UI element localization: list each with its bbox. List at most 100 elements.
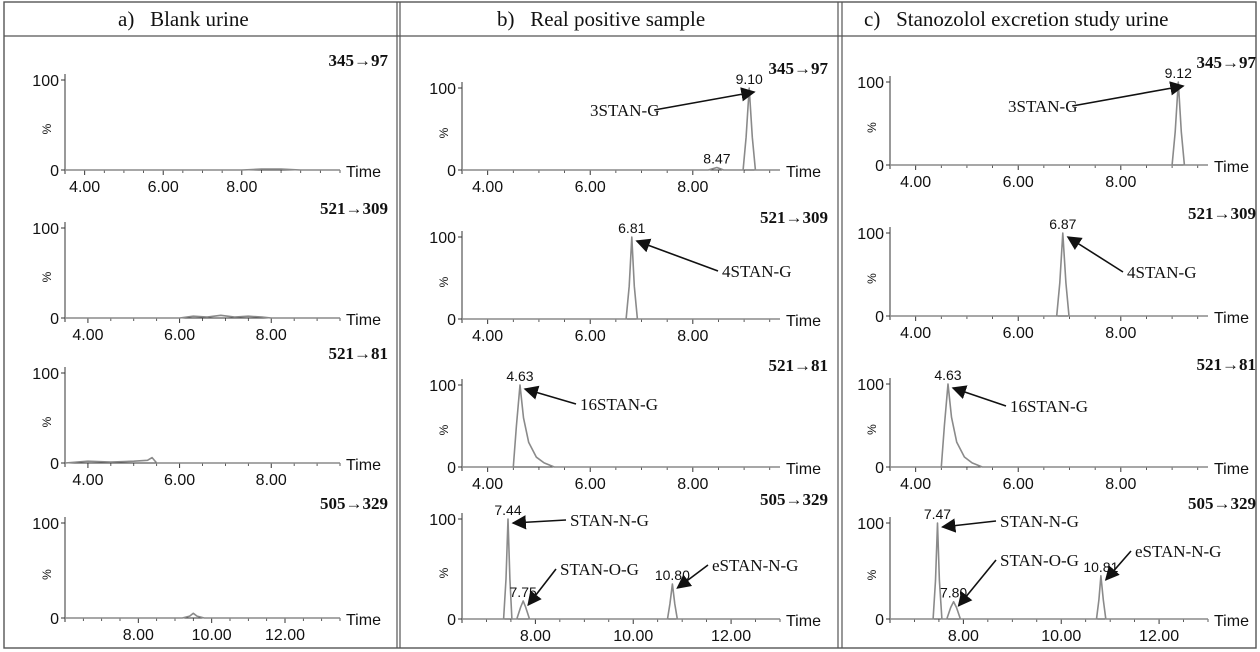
panel-c1-compound-label: 3STAN-G (1008, 97, 1077, 116)
panel-a3-x-tick-label: 6.00 (164, 472, 195, 489)
panel-a2-x-tick-label: 6.00 (164, 327, 195, 344)
panel-a4-transition-label: 505→329 (320, 494, 388, 513)
panel-c4-compound-arrow (957, 559, 997, 607)
panel-a1-y-min-label: 0 (50, 163, 59, 180)
panel-b4-x-tick-label: 10.00 (613, 628, 653, 645)
panel-a1-x-tick-label: 6.00 (148, 179, 179, 196)
panel-b4-compound-arrow (527, 568, 557, 607)
panel-a4-x-tick-label: 10.00 (192, 627, 232, 644)
column-b-header: b) Real positive sample (497, 2, 705, 36)
panel-c3-x-title: Time (1214, 461, 1249, 478)
panel-a4-y-max-label: 100 (32, 516, 59, 533)
panel-a2-x-tick-label: 8.00 (256, 327, 287, 344)
panel-a2-x-tick-label: 4.00 (72, 327, 103, 344)
panel-a2-y-min-label: 0 (50, 311, 59, 328)
panel-c4-y-max-label: 100 (857, 516, 884, 533)
column-b-title: Real positive sample (530, 7, 706, 31)
panel-c1-y-min-label: 0 (875, 158, 884, 175)
panel-c1-y-unit-label: % (865, 122, 879, 133)
panel-c3-x-tick-label: 8.00 (1105, 476, 1136, 493)
panel-b1-y-min-label: 0 (447, 163, 456, 180)
panel-b2-peak-label: 6.81 (618, 220, 645, 236)
panel-c2-x-tick-label: 8.00 (1105, 325, 1136, 342)
panel-c2-x-tick-label: 4.00 (900, 325, 931, 342)
panel-c2-compound-arrow (1066, 236, 1124, 273)
panel-a3-x-title: Time (346, 457, 381, 474)
panel-c4-x-title: Time (1214, 613, 1249, 630)
panel-c4-y-unit-label: % (865, 569, 879, 580)
panel-c2-transition-label: 521→309 (1188, 204, 1256, 223)
panel-b1-trace (462, 87, 780, 171)
panel-c3-y-min-label: 0 (875, 460, 884, 477)
panel-c3-y-unit-label: % (865, 424, 879, 435)
panel-a2-transition-label: 521→309 (320, 199, 388, 218)
panel-a3-y-max-label: 100 (32, 366, 59, 383)
column-a-header: a) Blank urine (118, 2, 249, 36)
panel-a1-x-title: Time (346, 164, 381, 181)
panel-c3-trace (890, 383, 1208, 468)
column-c-letter: c) (864, 7, 881, 31)
panel-b2-x-tick-label: 6.00 (575, 328, 606, 345)
panel-c4-peak-label: 7.47 (924, 506, 951, 522)
panel-c1-x-tick-label: 6.00 (1003, 174, 1034, 191)
panel-b3-y-min-label: 0 (447, 460, 456, 477)
panel-c1-transition-label: 345→97 (1197, 53, 1257, 72)
panel-c2-trace (890, 232, 1208, 317)
panel-c2-y-max-label: 100 (857, 226, 884, 243)
panel-c1-compound-arrow (1072, 81, 1185, 107)
column-c-header: c) Stanozolol excretion study urine (864, 2, 1168, 36)
panel-b4-compound-label: STAN-N-G (570, 511, 649, 530)
panel-a1-x-tick-label: 8.00 (226, 179, 257, 196)
panel-c4-compound-label: STAN-N-G (1000, 512, 1079, 531)
column-c-title: Stanozolol excretion study urine (896, 7, 1169, 31)
panel-b2-compound-arrow (635, 238, 719, 272)
panel-c2-y-unit-label: % (865, 273, 879, 284)
panel-b3-compound-label: 16STAN-G (580, 395, 658, 414)
panel-b3-peak-label: 4.63 (506, 368, 533, 384)
panel-c2-x-tick-label: 6.00 (1003, 325, 1034, 342)
panel-b4-trace (462, 518, 780, 620)
panel-b2-trace (462, 236, 780, 320)
panel-b3-transition-label: 521→81 (769, 356, 829, 375)
panel-b1-peak-label: 9.10 (736, 71, 763, 87)
panel-b3-compound-arrow (523, 385, 577, 405)
panel-c2-y-min-label: 0 (875, 309, 884, 326)
panel-b4-compound-label: STAN-O-G (560, 560, 639, 579)
panel-b4-peak-label: 10.80 (655, 567, 690, 583)
panel-c1-x-tick-label: 8.00 (1105, 174, 1136, 191)
panel-b2-x-tick-label: 8.00 (677, 328, 708, 345)
panel-c3-peak-label: 4.63 (934, 367, 961, 383)
panel-c3-compound-arrow (951, 385, 1007, 407)
panel-c3-transition-label: 521→81 (1197, 355, 1257, 374)
panel-b1-peak-label: 8.47 (703, 151, 730, 167)
panel-c3-x-tick-label: 4.00 (900, 476, 931, 493)
panel-b4-compound-arrow (676, 564, 709, 589)
panel-b3-y-unit-label: % (437, 424, 451, 435)
panel-b2-y-unit-label: % (437, 276, 451, 287)
panel-a2-trace (65, 314, 340, 319)
panel-b1-transition-label: 345→97 (769, 59, 829, 78)
panel-b4-peak-label: 7.44 (494, 502, 521, 518)
panel-b4-x-tick-label: 12.00 (711, 628, 751, 645)
panel-b1-compound-arrow (654, 87, 756, 111)
panel-c4-compound-arrow (1104, 550, 1132, 581)
panel-a1-trace (65, 168, 340, 171)
panel-c4-peak-label: 7.80 (940, 585, 967, 601)
column-a-title: Blank urine (150, 7, 249, 31)
panel-c2-compound-label: 4STAN-G (1127, 263, 1196, 282)
panel-b3-trace (462, 384, 780, 468)
panel-b2-transition-label: 521→309 (760, 208, 828, 227)
panel-b4-x-title: Time (786, 613, 821, 630)
panel-a1-transition-label: 345→97 (329, 51, 389, 70)
panel-c1-y-max-label: 100 (857, 75, 884, 92)
panel-b4-transition-label: 505→329 (760, 490, 828, 509)
panel-c1-x-tick-label: 4.00 (900, 174, 931, 191)
figure-frame (3, 1, 1257, 649)
panel-c4-compound-arrow (941, 518, 997, 533)
panel-b2-y-max-label: 100 (429, 230, 456, 247)
panel-c3-x-tick-label: 6.00 (1003, 476, 1034, 493)
panel-b3-x-title: Time (786, 461, 821, 478)
panel-b1-x-tick-label: 8.00 (677, 179, 708, 196)
